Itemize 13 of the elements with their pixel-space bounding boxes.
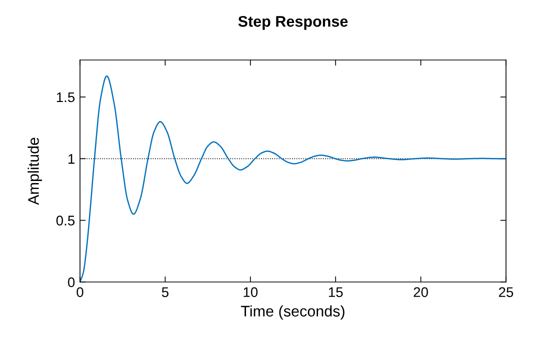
- x-tick-label: 25: [498, 287, 514, 298]
- y-axis-title: Amplitude: [28, 138, 42, 205]
- x-tick-label: 20: [414, 287, 428, 298]
- x-tick-label: 0: [76, 287, 84, 298]
- y-tick-label: 1.5: [56, 92, 75, 102]
- y-tick-label: 0.5: [56, 216, 75, 226]
- chart-title: Step Response: [238, 16, 348, 30]
- y-tick-label: 1: [68, 154, 74, 164]
- x-tick-label: 10: [244, 287, 258, 298]
- x-tick-label: 15: [328, 287, 343, 298]
- x-axis-title: Time (seconds): [240, 305, 344, 320]
- y-tick-label: 0: [68, 277, 75, 288]
- x-tick-label: 5: [162, 287, 168, 298]
